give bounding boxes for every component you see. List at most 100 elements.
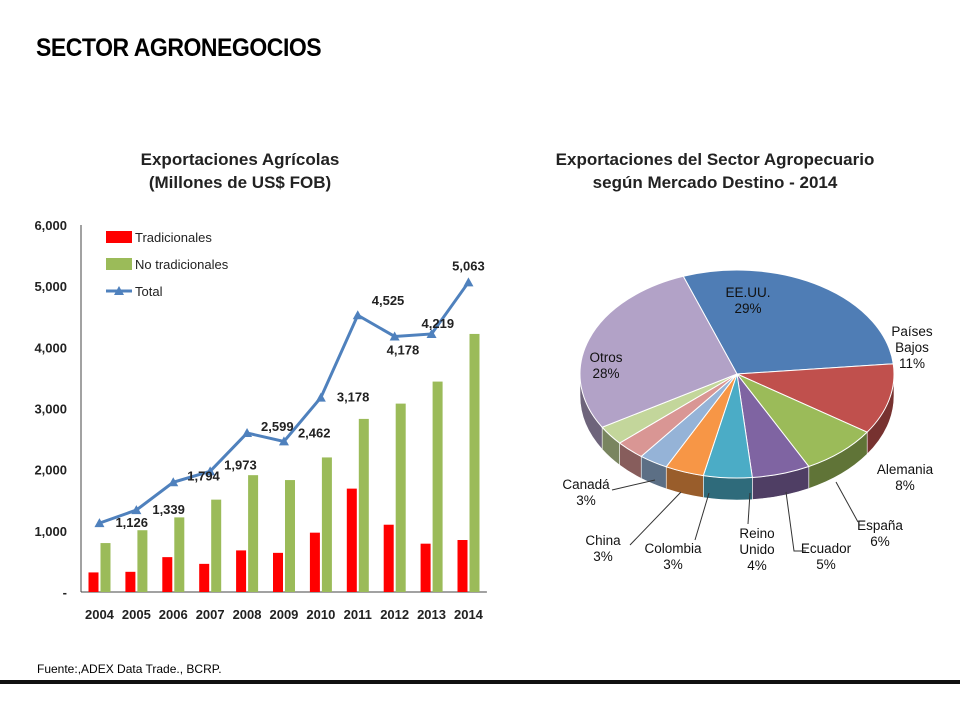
pie-label: Alemania 8% (877, 462, 934, 493)
bar-no-tradicionales (211, 499, 222, 592)
y-tick-label: 6,000 (34, 218, 67, 233)
bar-chart-title-line1: Exportaciones Agrícolas (140, 150, 340, 169)
pie-label-line: 8% (895, 478, 915, 493)
x-tick-label: 2008 (233, 607, 262, 622)
pie-slice-side (703, 475, 753, 501)
x-tick-label: 2013 (417, 607, 446, 622)
bar-tradicionales (273, 552, 283, 592)
bar-tradicionales (199, 563, 210, 592)
pie-label-line: Unido (739, 542, 774, 557)
bar-no-tradicionales (248, 475, 259, 592)
pie-label-line: 3% (663, 557, 683, 572)
legend-label-tradicionales: Tradicionales (135, 230, 212, 245)
legend-marker-total (114, 286, 124, 295)
legend-label-total: Total (135, 284, 163, 299)
pie-label-line: EE.UU. (725, 285, 770, 300)
pie-label-line: 4% (747, 558, 767, 573)
bar-tradicionales (236, 550, 247, 592)
x-tick-label: 2014 (454, 607, 484, 622)
bar-tradicionales (383, 524, 394, 592)
x-tick-label: 2009 (269, 607, 298, 622)
bar-tradicionales (457, 540, 468, 592)
bar-no-tradicionales (321, 457, 332, 592)
data-label-total: 4,525 (372, 293, 405, 308)
x-tick-label: 2005 (122, 607, 151, 622)
pie-label-line: 3% (593, 549, 613, 564)
pie-label: China 3% (585, 533, 621, 564)
y-tick-label: 5,000 (34, 279, 67, 294)
bar-chart-title-line2: (Millones de US$ FOB) (148, 173, 332, 192)
pie-label-line: España (857, 518, 903, 533)
pie-label-line: 29% (734, 301, 761, 316)
pie-label-line: Alemania (877, 462, 934, 477)
pie-label: Reino Unido 4% (739, 526, 774, 573)
x-tick-label: 2011 (344, 607, 372, 622)
data-label-total: 2,599 (261, 419, 294, 434)
bar-tradicionales (346, 488, 357, 592)
bar-no-tradicionales (395, 403, 406, 592)
bar-no-tradicionales (358, 418, 369, 592)
data-label-total: 3,178 (337, 390, 370, 405)
bar-no-tradicionales (469, 333, 480, 592)
legend-label-no-tradicionales: No tradicionales (135, 257, 229, 272)
pie-label-line: 3% (576, 493, 596, 508)
bar-no-tradicionales (285, 480, 295, 592)
data-label-total: 5,063 (452, 258, 485, 273)
bar-tradicionales (420, 543, 431, 592)
x-tick-label: 2004 (85, 607, 115, 622)
pie-leader-line (785, 491, 806, 552)
pie-chart-title-line1: Exportaciones del Sector Agropecuario (555, 150, 875, 169)
pie-label-line: Países (891, 324, 933, 339)
marker-total (168, 477, 179, 487)
pie-slice (736, 363, 895, 433)
data-label-total: 1,339 (152, 502, 185, 517)
bar-no-tradicionales (432, 381, 443, 592)
pie-leader-line (611, 479, 656, 491)
pie-label-line: Bajos (895, 340, 929, 355)
marker-total (352, 310, 363, 320)
data-label-total: 1,126 (115, 515, 148, 530)
bar-tradicionales (88, 572, 99, 592)
marker-total (278, 436, 289, 446)
pie-label-line: China (585, 533, 621, 548)
pie-label-line: 28% (592, 366, 619, 381)
marker-total (242, 428, 253, 438)
page-title: SECTOR AGRONEGOCIOS (36, 34, 322, 62)
x-tick-label: 2012 (380, 607, 409, 622)
bar-tradicionales (162, 557, 173, 592)
marker-total (131, 505, 142, 515)
pie-label-line: 6% (870, 534, 890, 549)
pie-label: Otros 28% (589, 350, 622, 381)
pie-slice (579, 275, 738, 428)
data-label-total: 4,178 (387, 342, 420, 357)
pie-label: España 6% (857, 518, 903, 549)
data-label-total: 4,219 (422, 316, 455, 331)
bar-chart-title: Exportaciones Agrícolas (Millones de US$… (90, 148, 390, 194)
marker-total (315, 392, 326, 402)
legend-swatch-tradicionales (106, 231, 132, 243)
y-tick-label: 1,000 (34, 524, 67, 539)
marker-total (389, 331, 400, 341)
x-tick-label: 2006 (159, 607, 188, 622)
pie-label-line: 11% (899, 356, 925, 371)
pie-label-line: 5% (816, 557, 836, 572)
bar-tradicionales (309, 532, 320, 592)
pie-label-line: Colombia (644, 541, 702, 556)
pie-label-line: Ecuador (801, 541, 852, 556)
y-tick-label: 2,000 (34, 463, 67, 478)
pie-label: Colombia 3% (644, 541, 702, 572)
pie-label-line: Canadá (562, 477, 610, 492)
bar-no-tradicionales (137, 530, 148, 592)
marker-total (94, 518, 105, 528)
pie-chart-title: Exportaciones del Sector Agropecuario se… (520, 148, 910, 194)
pie-leader-line (694, 492, 710, 541)
bar-no-tradicionales (100, 543, 111, 592)
pie-label: Ecuador 5% (801, 541, 852, 572)
y-tick-label: 3,000 (34, 402, 67, 417)
pie-label: Canadá 3% (562, 477, 610, 508)
legend-swatch-no-tradicionales (106, 258, 132, 270)
pie-leader-line (835, 481, 859, 523)
marker-total (463, 277, 474, 287)
